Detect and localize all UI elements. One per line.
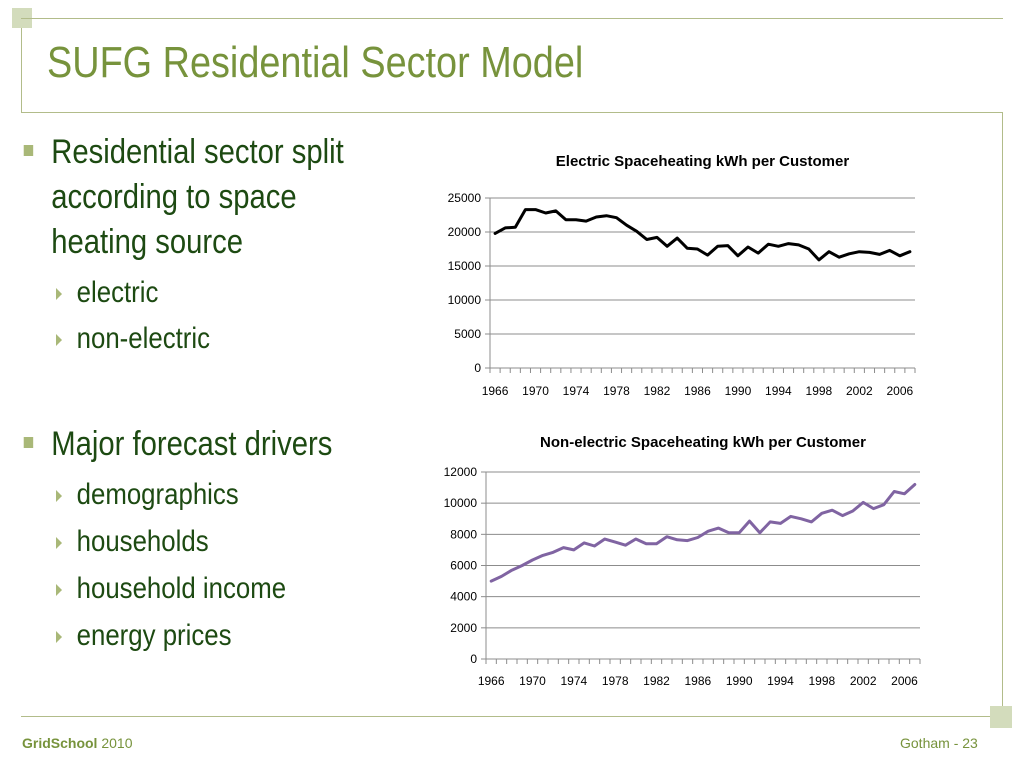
series-line bbox=[493, 208, 912, 262]
y-tick-label: 20000 bbox=[448, 225, 482, 239]
footer-brand-name: GridSchool bbox=[22, 735, 98, 751]
triangle-bullet-icon bbox=[56, 334, 63, 346]
series-line bbox=[489, 483, 917, 583]
square-bullet-icon bbox=[23, 145, 34, 156]
footer-year: 2010 bbox=[101, 735, 133, 751]
x-tick-label: 1982 bbox=[643, 674, 670, 688]
x-tick-label: 2002 bbox=[850, 674, 877, 688]
x-tick-label: 1998 bbox=[806, 384, 833, 398]
x-tick-label: 1990 bbox=[725, 384, 752, 398]
y-tick-label: 10000 bbox=[444, 496, 478, 510]
frame-line bbox=[21, 18, 1003, 19]
triangle-bullet-icon bbox=[56, 537, 63, 549]
x-tick-label: 1994 bbox=[767, 674, 794, 688]
square-bullet-icon bbox=[23, 437, 34, 448]
y-tick-label: 2000 bbox=[450, 621, 477, 635]
bullet-line: according to space bbox=[51, 178, 297, 216]
y-tick-label: 10000 bbox=[448, 293, 482, 307]
corner-square-bottom bbox=[990, 706, 1012, 728]
frame-line bbox=[21, 112, 1003, 113]
x-tick-label: 1986 bbox=[684, 674, 711, 688]
triangle-bullet-icon bbox=[56, 584, 63, 596]
y-tick-label: 8000 bbox=[450, 527, 477, 541]
chart-title: Electric Spaceheating kWh per Customer bbox=[556, 153, 850, 170]
x-tick-label: 1966 bbox=[482, 384, 509, 398]
y-tick-label: 6000 bbox=[450, 559, 477, 573]
slide-title: SUFG Residential Sector Model bbox=[47, 38, 584, 87]
x-tick-label: 1986 bbox=[684, 384, 711, 398]
x-tick-label: 1978 bbox=[602, 674, 629, 688]
x-tick-label: 1982 bbox=[644, 384, 671, 398]
x-tick-label: 2006 bbox=[891, 674, 918, 688]
x-tick-label: 1998 bbox=[808, 674, 835, 688]
x-tick-label: 2006 bbox=[886, 384, 913, 398]
x-tick-label: 1970 bbox=[519, 674, 546, 688]
chart-title: Non-electric Spaceheating kWh per Custom… bbox=[540, 434, 866, 451]
x-tick-label: 1974 bbox=[563, 384, 590, 398]
bullet-line: heating source bbox=[51, 223, 244, 261]
y-tick-label: 0 bbox=[470, 652, 477, 666]
nonelectric-chart: Non-electric Spaceheating kWh per Custom… bbox=[444, 434, 921, 688]
footer-brand: GridSchool 2010 bbox=[22, 735, 133, 751]
y-tick-label: 12000 bbox=[444, 465, 478, 479]
x-tick-label: 1974 bbox=[560, 674, 587, 688]
y-tick-label: 4000 bbox=[450, 590, 477, 604]
bullet-line: Residential sector split bbox=[51, 133, 344, 171]
x-tick-label: 1966 bbox=[478, 674, 505, 688]
triangle-bullet-icon bbox=[56, 288, 63, 300]
triangle-bullet-icon bbox=[56, 490, 63, 502]
x-tick-label: 2002 bbox=[846, 384, 873, 398]
electric-chart: Electric Spaceheating kWh per Customer 0 5… bbox=[448, 153, 916, 398]
footer-page-number: Gotham - 23 bbox=[900, 735, 978, 751]
y-tick-label: 0 bbox=[474, 361, 481, 375]
x-tick-label: 1990 bbox=[726, 674, 753, 688]
frame-line bbox=[1002, 112, 1003, 712]
bullet-line: Major forecast drivers bbox=[51, 425, 333, 463]
y-tick-label: 5000 bbox=[454, 327, 481, 341]
triangle-bullet-icon bbox=[56, 631, 63, 643]
y-tick-label: 25000 bbox=[448, 191, 482, 205]
frame-line bbox=[21, 716, 1003, 717]
frame-line bbox=[21, 28, 22, 112]
x-tick-label: 1978 bbox=[603, 384, 630, 398]
y-tick-label: 15000 bbox=[448, 259, 482, 273]
x-tick-label: 1970 bbox=[522, 384, 549, 398]
x-tick-label: 1994 bbox=[765, 384, 792, 398]
